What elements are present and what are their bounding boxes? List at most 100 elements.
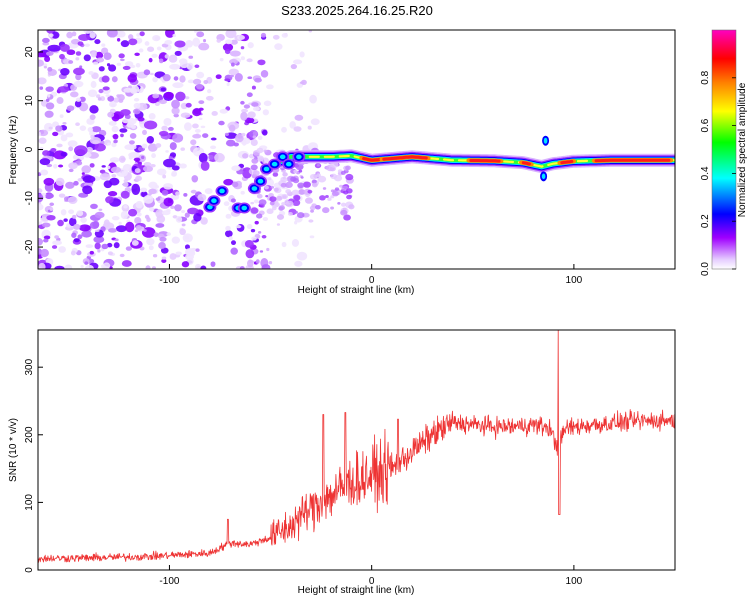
spectrogram-noise-blob xyxy=(120,190,130,199)
spectrogram-noise-blob xyxy=(287,211,293,216)
spectrogram-noise-blob xyxy=(158,99,167,105)
spectrogram-noise-blob xyxy=(153,232,159,238)
spectrogram-noise-blob xyxy=(246,92,253,98)
spectrogram-noise-blob xyxy=(38,188,43,194)
spectrogram-noise-blob xyxy=(144,41,150,46)
spectrogram-noise-blob xyxy=(66,49,76,56)
spectrogram-noise-blob xyxy=(84,264,95,269)
snr-y-tick-label: 0 xyxy=(24,567,35,573)
spectrogram-noise-blob xyxy=(97,249,101,253)
spectrogram-noise-blob xyxy=(145,265,151,269)
spectrogram-noise-blob xyxy=(43,177,55,186)
spectrogram-noise-blob xyxy=(348,204,355,210)
spectrogram-noise-blob xyxy=(50,148,57,153)
spectrogram-noise-blob xyxy=(45,193,54,199)
spectrogram-noise-blob xyxy=(250,139,258,147)
spectrogram-noise-blob xyxy=(44,55,51,62)
spectrogram-noise-blob xyxy=(75,122,80,127)
spectrogram-noise-blob xyxy=(251,85,256,90)
spectrogram-noise-blob xyxy=(142,129,147,135)
spectrogram-noise-blob xyxy=(102,86,110,91)
spectrogram-noise-blob xyxy=(87,127,94,133)
spectrogram-x-axis: -100 0 100 xyxy=(159,264,583,286)
spectrogram-noise-blob xyxy=(242,153,249,159)
spectrogram-noise-blob xyxy=(108,64,117,72)
spectrogram-noise-blob xyxy=(280,176,288,183)
spectrogram-noise-blob xyxy=(43,65,48,69)
spectrogram-noise-blob xyxy=(81,230,92,238)
spectrogram-noise-blob xyxy=(106,63,111,67)
spectrogram-noise-blob xyxy=(165,30,175,38)
spectrogram-noise-blob xyxy=(230,39,238,45)
spectrogram-noise-blob xyxy=(107,251,113,256)
spectrogram-noise-blob xyxy=(216,38,222,43)
spectrogram-noise-blob xyxy=(89,114,96,120)
spectrogram-noise-blob xyxy=(87,89,98,98)
spectrogram-noise-blob xyxy=(197,193,207,202)
spectrogram-noise-blob xyxy=(42,37,50,44)
spectrogram-noise-blob xyxy=(45,102,55,110)
spectrogram-noise-blob xyxy=(294,210,298,214)
spectrogram-noise-blob xyxy=(94,39,101,45)
spectrogram-noise-blob xyxy=(230,240,237,246)
spectrogram-noise-blob xyxy=(163,158,176,168)
spectrogram-noise-blob xyxy=(261,264,271,269)
spectrogram-noise-blob xyxy=(276,223,281,226)
spectrogram-noise-blob xyxy=(263,149,268,153)
spectrogram-noise-blob xyxy=(281,241,287,248)
colorbar-tick-label: 0.6 xyxy=(700,118,711,132)
spectrogram-noise-blob xyxy=(276,214,285,220)
spectrogram-noise-blob xyxy=(123,87,133,93)
spectrogram-x-label: Height of straight line (km) xyxy=(298,285,415,296)
spectrogram-noise-blob xyxy=(243,104,251,109)
spectrogram-noise-blob xyxy=(309,173,318,180)
spectrogram-noise-blob xyxy=(95,51,104,59)
spectrogram-noise-blob xyxy=(127,74,138,83)
spectrogram-noise-blob xyxy=(126,122,134,128)
spectrogram-noise-blob xyxy=(40,248,49,258)
spectrogram-noise-blob xyxy=(73,223,81,230)
spectrogram-noise-blob xyxy=(135,63,141,68)
spectrogram-noise-blob xyxy=(240,190,245,195)
spectrogram-noise-blob xyxy=(239,266,245,269)
spectrogram-noise-blob xyxy=(39,158,51,166)
spectrogram-noise-blob xyxy=(309,94,317,104)
spectrogram-noise-blob xyxy=(162,74,171,82)
spectrogram-noise-blob xyxy=(39,86,44,90)
spectrogram-noise-blob xyxy=(90,51,97,58)
spectrogram-noise-blob xyxy=(266,247,270,252)
spectrogram-noise-blob xyxy=(89,163,95,168)
spectrogram-noise-blob xyxy=(231,181,239,188)
spectrogram-noise-blob xyxy=(38,237,44,246)
spectrogram-noise-blob xyxy=(111,76,118,83)
spectrogram-noise-blob xyxy=(158,241,166,249)
spectrogram-noise-blob xyxy=(147,46,155,52)
spectrogram-noise-blob xyxy=(73,180,79,186)
spectrogram-noise-blob xyxy=(73,238,80,243)
snr-frame xyxy=(37,329,676,571)
spectrogram-noise-blob xyxy=(161,125,168,131)
spectrogram-noise-blob xyxy=(152,266,156,269)
spectrogram-noise-blob xyxy=(247,111,256,119)
spectrogram-noise-blob xyxy=(92,61,99,66)
colorbar-tick-label: 0.4 xyxy=(700,166,711,180)
snr-panel: -100 0 100 0 100 200 300 Height of straight l… xyxy=(8,329,676,596)
spectrogram-noise-blob xyxy=(109,177,120,186)
spectrogram-noise-blob xyxy=(185,248,195,255)
spectrogram-ridge-hot xyxy=(560,159,574,165)
colorbar-label: Normalized spectral amplitude xyxy=(737,82,748,217)
spectrogram-noise-blob xyxy=(345,173,354,181)
spectrogram-noise-blob xyxy=(247,42,254,49)
spectrogram-noise-blob xyxy=(276,195,283,201)
spectrogram-noise-blob xyxy=(163,91,174,99)
spectrogram-noise-blob xyxy=(110,166,122,173)
spectrogram-noise-blob xyxy=(225,225,231,231)
colorbar-frame xyxy=(711,29,737,270)
spectrogram-noise-blob xyxy=(45,98,50,102)
spectrogram-noise-blob xyxy=(165,150,169,153)
spectrogram-noise-blob xyxy=(195,248,200,252)
spectrogram-noise-blob xyxy=(57,86,70,93)
spectrogram-noise-blob xyxy=(38,221,43,225)
spectrogram-noise-blob xyxy=(170,205,175,209)
